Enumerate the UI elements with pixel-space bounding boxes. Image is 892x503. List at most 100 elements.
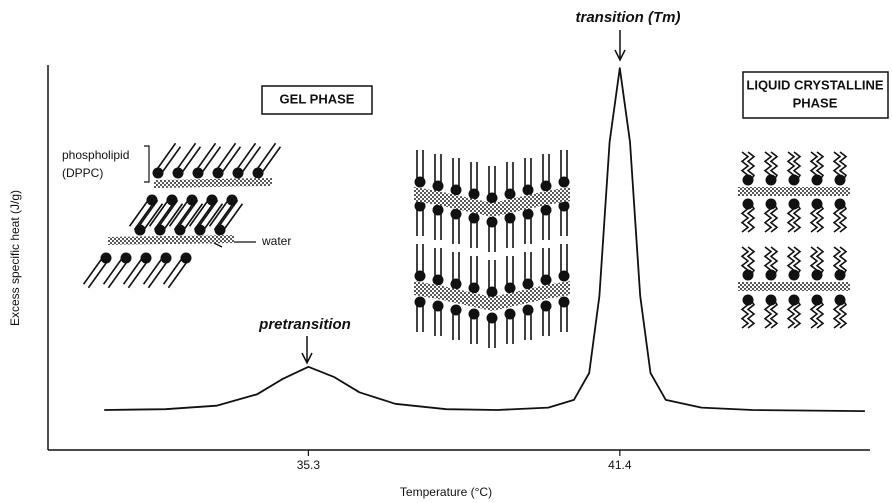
lipid-head xyxy=(765,269,777,281)
lipid-head xyxy=(432,300,444,312)
lipid-head xyxy=(765,198,777,210)
lipid-tail xyxy=(221,203,244,233)
x-tick-label: 41.4 xyxy=(608,458,632,472)
lipid-tail xyxy=(102,255,125,285)
lipid-head xyxy=(212,167,224,179)
gel-phase-label: GEL PHASE xyxy=(280,91,355,106)
lipid-head xyxy=(468,308,480,320)
water-layer xyxy=(154,178,272,188)
lipid-tail xyxy=(815,203,825,233)
lipid-head xyxy=(232,167,244,179)
curve xyxy=(104,67,865,412)
lipid-head xyxy=(186,194,198,206)
lipid-tail xyxy=(838,246,848,276)
lipid-tail xyxy=(815,246,825,276)
lipid-tail xyxy=(122,255,145,285)
lipid-tail xyxy=(156,199,179,229)
lipid-head xyxy=(174,224,186,236)
lipid-head xyxy=(834,294,846,306)
lipid-tail xyxy=(208,197,231,227)
lipid-head xyxy=(811,174,823,186)
pretransition-label: pretransition xyxy=(258,316,351,333)
lipid-head xyxy=(414,200,426,212)
lipid-head xyxy=(834,198,846,210)
lipid-head xyxy=(504,188,516,200)
lipid-head xyxy=(192,167,204,179)
lipid-tail xyxy=(142,255,165,285)
lipid-tail xyxy=(188,197,211,227)
lipid-tail xyxy=(141,203,164,233)
lipid-tail xyxy=(769,203,779,233)
lipid-tail xyxy=(174,142,197,172)
lipid-head xyxy=(540,204,552,216)
lipid-head xyxy=(788,294,800,306)
lipid-head xyxy=(134,224,146,236)
label-box xyxy=(742,71,889,119)
lipid-tail xyxy=(127,259,150,289)
lipid-head xyxy=(765,174,777,186)
liquid-phase-label: LIQUID CRYSTALLINE xyxy=(746,77,884,92)
lipid-head xyxy=(432,204,444,216)
lipid-tail xyxy=(234,142,257,172)
arrow xyxy=(301,336,313,365)
lipid-head xyxy=(765,294,777,306)
lipid-head xyxy=(558,296,570,308)
lipid-head xyxy=(486,192,498,204)
lipid-head xyxy=(468,212,480,224)
lipid-head xyxy=(154,224,166,236)
lipid-head xyxy=(486,216,498,228)
water-layer xyxy=(414,281,570,311)
lipid-head xyxy=(100,252,112,264)
lipid-tail xyxy=(792,203,802,233)
lipid-head xyxy=(522,304,534,316)
lipid-head xyxy=(160,252,172,264)
lipid-tail xyxy=(239,146,262,176)
lipid-head xyxy=(504,282,516,294)
lipid-head xyxy=(742,294,754,306)
lipid-head xyxy=(414,270,426,282)
lipid-head xyxy=(194,224,206,236)
lipid-head xyxy=(486,286,498,298)
lipid-tail xyxy=(214,142,237,172)
lipid-head xyxy=(558,176,570,188)
bracket xyxy=(144,145,150,183)
lipid-tail xyxy=(219,146,242,176)
lipid-tail xyxy=(838,151,848,181)
label-box xyxy=(261,85,373,115)
lipid-tail xyxy=(196,199,219,229)
lipid-head xyxy=(432,180,444,192)
lipid-head xyxy=(146,194,158,206)
lipid-tail xyxy=(87,259,110,289)
lipid-tail xyxy=(128,197,151,227)
lipid-head xyxy=(811,198,823,210)
lipid-tail xyxy=(746,203,756,233)
lipid-head xyxy=(742,269,754,281)
lipid-tail xyxy=(181,203,204,233)
lipid-tail xyxy=(792,246,802,276)
lipid-head xyxy=(540,274,552,286)
lipid-tail xyxy=(769,151,779,181)
lipid-head xyxy=(450,278,462,290)
lipid-tail xyxy=(201,203,224,233)
lipid-tail xyxy=(769,299,779,329)
lipid-head xyxy=(468,188,480,200)
lipid-tail xyxy=(107,259,130,289)
lipid-head xyxy=(522,278,534,290)
lipid-head xyxy=(226,194,238,206)
lipid-tail xyxy=(82,255,105,285)
membrane-illustrations xyxy=(82,142,850,348)
lipid-head xyxy=(450,304,462,316)
lipid-tail xyxy=(179,146,202,176)
lipid-tail xyxy=(746,151,756,181)
lipid-tail xyxy=(154,142,177,172)
lipid-head xyxy=(834,174,846,186)
lipid-tail xyxy=(162,255,185,285)
liquid-phase-label: PHASE xyxy=(793,95,838,110)
lipid-head xyxy=(486,312,498,324)
lipid-head xyxy=(414,176,426,188)
lipid-head xyxy=(558,270,570,282)
lipid-head xyxy=(788,174,800,186)
water-layer xyxy=(738,282,850,291)
lipid-head xyxy=(522,184,534,196)
lipid-head xyxy=(120,252,132,264)
